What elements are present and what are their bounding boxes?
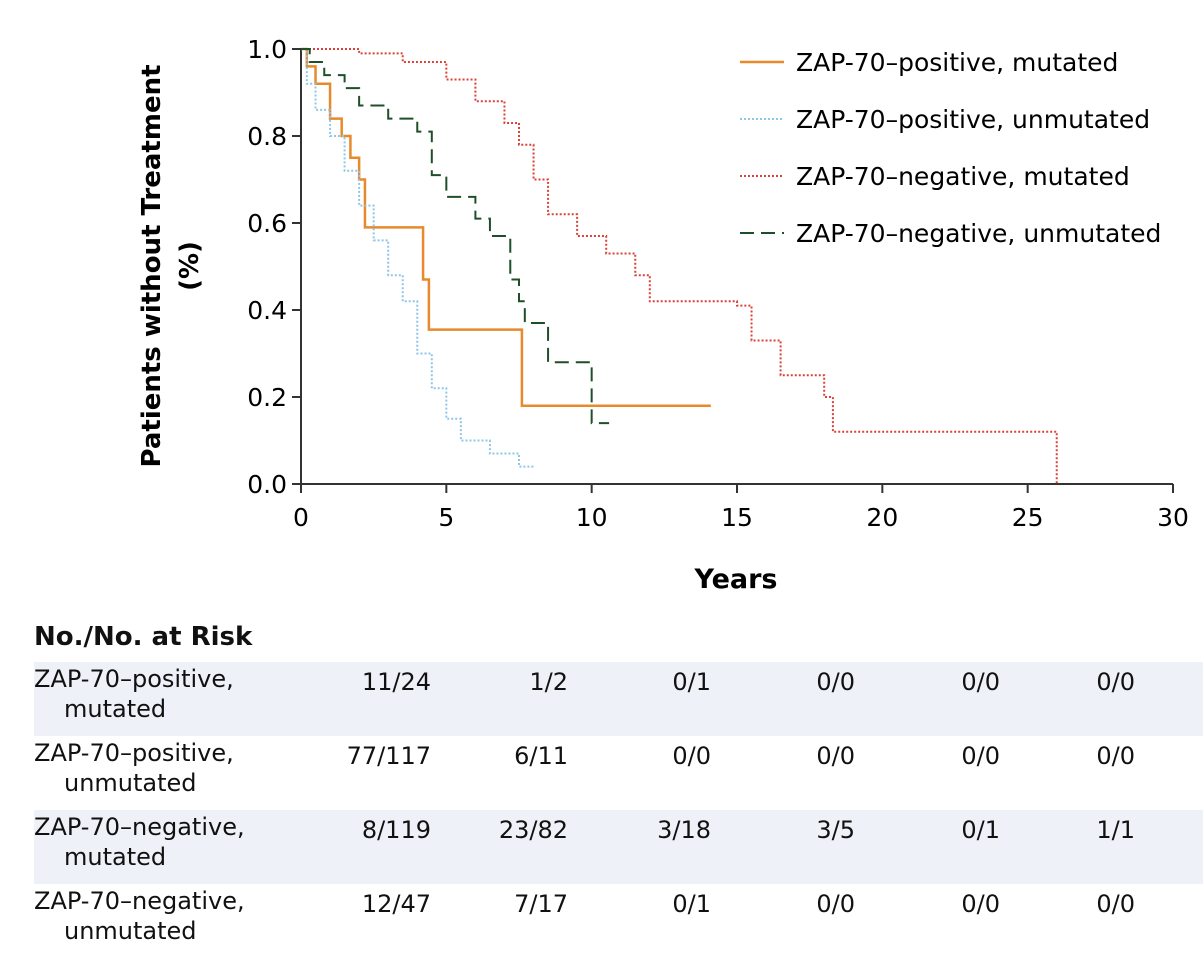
- y-tick-label: 0.0: [247, 470, 287, 499]
- series-line-1: [301, 47, 711, 407]
- risk-row-label: ZAP-70–negative, unmutated: [34, 886, 304, 946]
- series-line-2: [301, 48, 534, 468]
- risk-cell: 0/1: [961, 816, 1000, 844]
- series-line-3: [301, 48, 1058, 484]
- risk-cell: 0/0: [961, 742, 1000, 770]
- risk-cell: 1/1: [1096, 816, 1135, 844]
- risk-cell: 0/1: [672, 890, 711, 918]
- risk-row-label-line1: ZAP-70–negative,: [34, 813, 245, 841]
- risk-cell: 0/0: [961, 668, 1000, 696]
- risk-cell: 0/0: [1096, 890, 1135, 918]
- series-layer: [301, 47, 1058, 484]
- y-axis-label: Patients without Treatment (%): [137, 64, 205, 467]
- risk-table-title: No./No. at Risk: [34, 622, 253, 652]
- x-tick-label: 20: [866, 503, 898, 532]
- legend-label: ZAP-70–positive, unmutated: [796, 105, 1150, 134]
- risk-row-label-line1: ZAP-70–positive,: [34, 665, 234, 693]
- risk-cell: 3/5: [816, 816, 855, 844]
- risk-cell: 6/11: [514, 742, 568, 770]
- risk-cell: 23/82: [498, 816, 568, 844]
- risk-table-row: ZAP-70–negative, unmutated 12/47 7/17 0/1 0/0…: [34, 884, 1203, 958]
- risk-cell: 8/119: [361, 816, 431, 844]
- x-tick-label: 25: [1012, 503, 1044, 532]
- risk-row-label-line2: mutated: [64, 695, 167, 723]
- risk-cell: 0/0: [961, 890, 1000, 918]
- y-axis-label-line2: (%): [175, 241, 205, 291]
- risk-table-row: ZAP-70–positive, unmutated 77/117 6/11 0/0 0/…: [34, 736, 1203, 810]
- risk-cell: 12/47: [361, 890, 431, 918]
- x-tick-label: 10: [576, 503, 608, 532]
- risk-row-label: ZAP-70–negative, mutated: [34, 812, 304, 872]
- risk-row-label-line2: unmutated: [64, 917, 197, 945]
- x-axis-label: Years: [694, 564, 778, 595]
- risk-table-row: ZAP-70–positive, mutated 11/24 1/2 0/1 0/0 0/0…: [34, 662, 1203, 736]
- risk-table-row: ZAP-70–negative, mutated 8/119 23/82 3/18 3/5…: [34, 810, 1203, 884]
- km-chart: Patients without Treatment (%) Years 0 5 1…: [137, 35, 1189, 595]
- risk-cell: 11/24: [361, 668, 431, 696]
- y-tick-label: 0.2: [247, 383, 287, 412]
- risk-cell: 7/17: [514, 890, 568, 918]
- y-tick-label: 0.4: [247, 296, 287, 325]
- y-tick-label: 0.6: [247, 209, 287, 238]
- risk-cell: 0/0: [816, 668, 855, 696]
- axes: 0 5 10 15 20 25 30 0.0 0.2 0.4 0.6 0.8 1.0: [247, 35, 1189, 532]
- risk-cell: 3/18: [657, 816, 711, 844]
- risk-cell: 77/117: [346, 742, 431, 770]
- y-tick-label: 0.8: [247, 122, 287, 151]
- risk-row-label: ZAP-70–positive, unmutated: [34, 738, 304, 798]
- risk-cell: 0/0: [816, 742, 855, 770]
- legend: ZAP-70–positive, mutated ZAP-70–positive,…: [740, 48, 1161, 248]
- risk-cell: 0/0: [1096, 742, 1135, 770]
- risk-row-label-line2: unmutated: [64, 769, 197, 797]
- x-tick-label: 15: [721, 503, 753, 532]
- risk-row-label-line1: ZAP-70–negative,: [34, 887, 245, 915]
- risk-cell: 0/0: [672, 742, 711, 770]
- risk-cell: 0/0: [816, 890, 855, 918]
- risk-row-label: ZAP-70–positive, mutated: [34, 664, 304, 724]
- series-line-4: [301, 48, 610, 425]
- risk-row-label-line2: mutated: [64, 843, 167, 871]
- legend-label: ZAP-70–positive, mutated: [796, 48, 1118, 77]
- risk-cell: 0/0: [1096, 668, 1135, 696]
- risk-row-label-line1: ZAP-70–positive,: [34, 739, 234, 767]
- y-axis-label-line1: Patients without Treatment: [137, 64, 167, 467]
- x-tick-label: 0: [293, 503, 309, 532]
- y-tick-label: 1.0: [247, 35, 287, 64]
- legend-label: ZAP-70–negative, mutated: [796, 162, 1130, 191]
- risk-cell: 0/1: [672, 668, 711, 696]
- x-tick-label: 5: [438, 503, 454, 532]
- x-tick-label: 30: [1157, 503, 1189, 532]
- risk-table: ZAP-70–positive, mutated 11/24 1/2 0/1 0/0 0/0…: [34, 662, 1203, 958]
- legend-label: ZAP-70–negative, unmutated: [796, 219, 1161, 248]
- risk-cell: 1/2: [529, 668, 568, 696]
